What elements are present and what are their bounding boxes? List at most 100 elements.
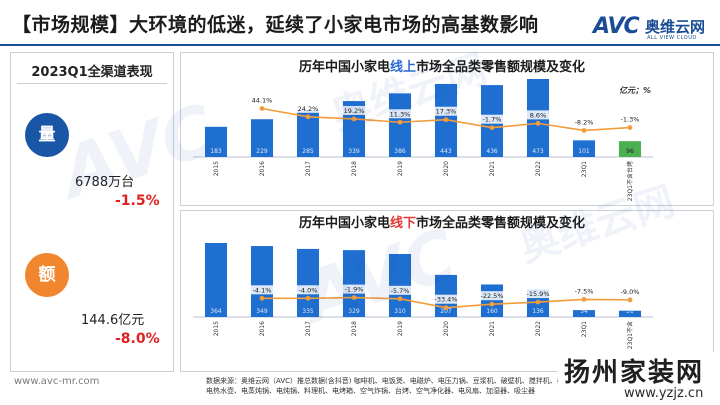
logo-en-text: ALL VIEW CLOUD (647, 35, 697, 41)
bar-23Q1不含 (618, 310, 642, 317)
growth-label-bg (476, 291, 508, 301)
bar-2017 (296, 248, 320, 317)
bar-2019 (388, 253, 412, 317)
growth-label-bg (294, 103, 322, 113)
growth-label: 24.2% (298, 105, 319, 113)
growth-label-bg (616, 114, 644, 124)
source-note: 数据来源：奥维云网（AVC）推总数据(含抖音) 咖啡机、电饭煲、电磁炉、电压力锅… (206, 377, 585, 395)
site-watermark-name: 扬州家装网 (564, 358, 705, 388)
growth-label-bg (386, 109, 414, 119)
growth-point (259, 295, 265, 301)
growth-point (581, 128, 587, 133)
growth-label: 8.6% (530, 111, 547, 119)
volume-icon: 量 (25, 113, 69, 157)
category-label: 2020 (443, 321, 450, 336)
category-label: 2020 (443, 161, 450, 176)
growth-point (443, 117, 449, 123)
growth-label: -7.5% (575, 287, 594, 295)
bar-value-label: 443 (440, 148, 452, 155)
online-chart-panel: 历年中国小家电线上市场全品类零售额规模及变化 亿元；% 183 2015 229 2016… (180, 52, 714, 206)
bar-2018 (342, 250, 366, 317)
header: 【市场规模】大环境的低迷，延续了小家电市场的高基数影响 AVC 奥维云网 ALL… (0, 0, 720, 44)
amount-value: 144.6亿元 (81, 313, 145, 328)
bar-value-label: 160 (486, 308, 498, 315)
category-label: 2015 (213, 321, 220, 336)
category-label: 23Q1不含 (626, 321, 634, 349)
growth-label: 11.3% (390, 110, 411, 118)
growth-label-bg (522, 289, 554, 299)
bar-value-label: 96 (626, 148, 634, 155)
growth-label: -4.1% (253, 286, 272, 294)
bar-value-label: 34 (580, 308, 588, 315)
volume-value: 6788万台 (75, 175, 135, 190)
bar-value-label: 285 (302, 148, 314, 155)
growth-point (305, 295, 311, 301)
bar-2016 (250, 119, 274, 157)
growth-label-bg (386, 285, 414, 295)
site-watermark: 扬州家装网 www.yzjz.cn (558, 352, 720, 405)
amount-icon: 额 (25, 253, 69, 297)
bar-value-label: 207 (440, 308, 452, 315)
kpi-divider (17, 83, 167, 84)
category-label: 2017 (305, 161, 312, 176)
growth-point (259, 106, 265, 111)
chart-title-suffix: 市场全品类零售额规模及变化 (416, 59, 585, 75)
growth-point (489, 301, 495, 307)
category-label: 2021 (489, 321, 496, 336)
bar-2015 (204, 243, 228, 317)
category-label: 2019 (397, 321, 404, 336)
growth-label: -4.0% (299, 286, 318, 294)
growth-label-bg (432, 106, 460, 116)
bar-2015 (204, 126, 228, 157)
kpi-panel: 2023Q1全渠道表现 量 6788万台 -1.5% 额 144.6亿元 -8.… (10, 52, 174, 372)
growth-label: 17.3% (436, 108, 457, 116)
growth-point (397, 296, 403, 302)
chart-title: 历年中国小家电线上市场全品类零售额规模及变化 (299, 59, 585, 75)
growth-label-bg (248, 285, 276, 295)
site-watermark-url: www.yzjz.cn (624, 386, 704, 401)
category-label: 2016 (259, 161, 266, 176)
growth-point (535, 299, 541, 305)
growth-label-bg (248, 95, 276, 105)
bar-2016 (250, 246, 274, 317)
growth-point (351, 295, 357, 301)
chart-title-emphasis: 线上 (390, 59, 416, 75)
category-label: 23Q1 (581, 321, 588, 337)
category-label: 23Q1不含台烤 (626, 161, 634, 201)
category-label: 2016 (259, 321, 266, 336)
bar-value-label: 101 (578, 148, 590, 155)
growth-label-bg (430, 294, 462, 304)
bar-value-label: 335 (302, 308, 314, 315)
logo-mark: AVC (593, 14, 640, 39)
category-label: 2022 (535, 161, 542, 176)
growth-point (627, 297, 633, 303)
bar-value-label: 310 (394, 308, 406, 315)
offline-chart: 历年中国小家电线下市场全品类零售额规模及变化 364 2015 349 2016 335 2… (193, 215, 653, 349)
bar-value-label: 349 (256, 308, 268, 315)
growth-label: -9.0% (621, 288, 640, 296)
footer-url: www.avc-mr.com (14, 376, 100, 387)
growth-label: -33.4% (435, 296, 458, 304)
growth-point (581, 297, 587, 302)
bar-value-label: 183 (210, 148, 222, 155)
bar-value-label: 386 (394, 148, 406, 155)
growth-point (443, 305, 449, 311)
kpi-panel-title: 2023Q1全渠道表现 (31, 65, 153, 80)
growth-label-bg (478, 114, 506, 124)
category-label: 2018 (351, 321, 358, 336)
chart-title-emphasis: 线下 (390, 215, 416, 231)
bar-23Q1 (572, 140, 596, 157)
growth-label-bg (616, 286, 644, 296)
bar-value-label: 339 (348, 148, 360, 155)
bar-value-label: 229 (256, 148, 268, 155)
volume-change: -1.5% (115, 193, 160, 209)
category-label: 23Q1 (581, 161, 588, 177)
growth-point (489, 125, 495, 131)
growth-label-bg (526, 110, 550, 120)
growth-label: -22.5% (481, 292, 504, 300)
growth-point (397, 119, 403, 125)
category-label: 2021 (489, 161, 496, 176)
growth-point (627, 125, 633, 130)
unit-label: 亿元；% (619, 86, 651, 95)
